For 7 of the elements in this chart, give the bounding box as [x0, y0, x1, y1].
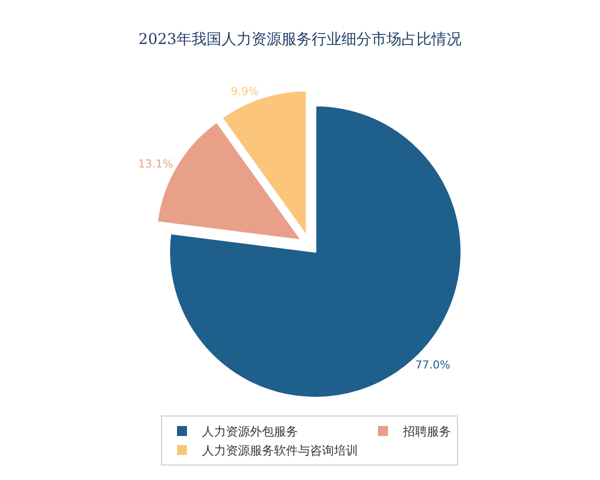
legend-label: 人力资源外包服务	[202, 424, 298, 439]
legend-label: 招聘服务	[402, 424, 451, 439]
legend-label: 人力资源服务软件与咨询培训	[202, 444, 358, 458]
data-label: 13.1%	[138, 157, 174, 170]
chart-title: 2023年我国人力资源服务行业细分市场占比情况	[138, 30, 462, 48]
data-label: 9.9%	[230, 85, 259, 98]
data-label: 77.0%	[415, 358, 450, 372]
